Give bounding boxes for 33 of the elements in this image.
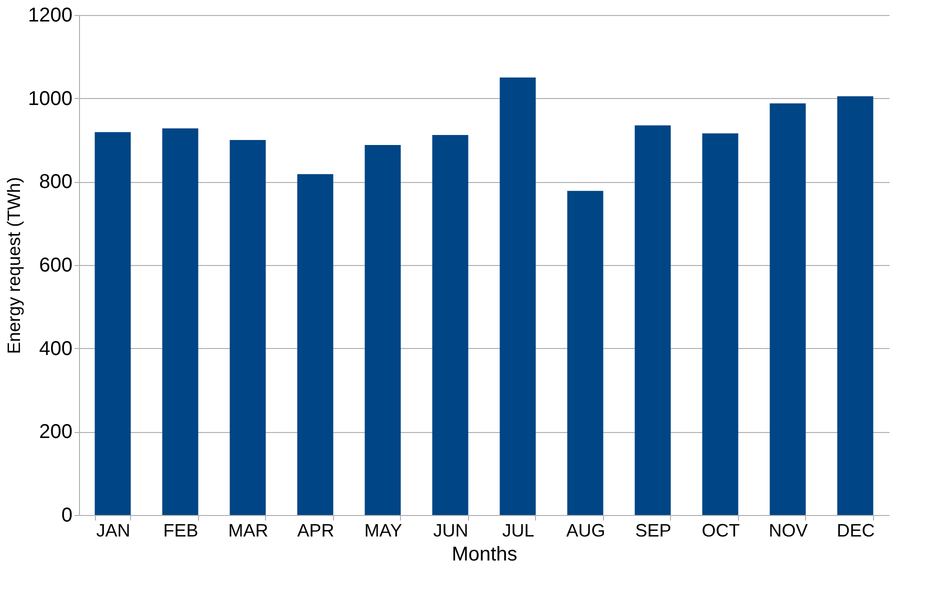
y-tick-label: 600 [39, 254, 72, 276]
bar [770, 103, 806, 515]
bar [162, 128, 198, 515]
x-tick-label: AUG [566, 520, 606, 540]
bar [230, 140, 266, 515]
bar [837, 96, 874, 515]
x-tick-label: APR [297, 520, 334, 540]
x-tick-label: JAN [96, 520, 130, 540]
y-tick-label: 200 [39, 421, 72, 444]
x-axis-title: Months [452, 544, 518, 566]
y-axis-title: Energy request (TWh) [4, 176, 24, 354]
bar [364, 145, 401, 515]
bar [297, 174, 334, 515]
x-tick-label: NOV [768, 520, 808, 540]
bar [567, 190, 604, 515]
bar [634, 125, 671, 515]
x-tick-label: MAY [364, 520, 402, 540]
x-tick-label: SEP [635, 520, 672, 540]
x-tick-label: JUN [433, 520, 468, 540]
y-tick-label: 0 [61, 504, 72, 526]
bar [500, 78, 536, 515]
x-tick-label: OCT [702, 520, 740, 540]
bar [702, 133, 738, 515]
y-tick-label: 800 [39, 171, 72, 194]
x-tick-label: JUL [502, 520, 534, 540]
x-tick-label: DEC [836, 520, 875, 540]
x-tick-label: MAR [228, 520, 268, 540]
y-tick-label: 1000 [28, 88, 72, 110]
bar [432, 135, 468, 515]
bar [94, 132, 131, 515]
y-tick-label: 1200 [28, 4, 72, 26]
y-tick-label: 400 [39, 338, 72, 360]
x-tick-label: FEB [163, 520, 198, 540]
